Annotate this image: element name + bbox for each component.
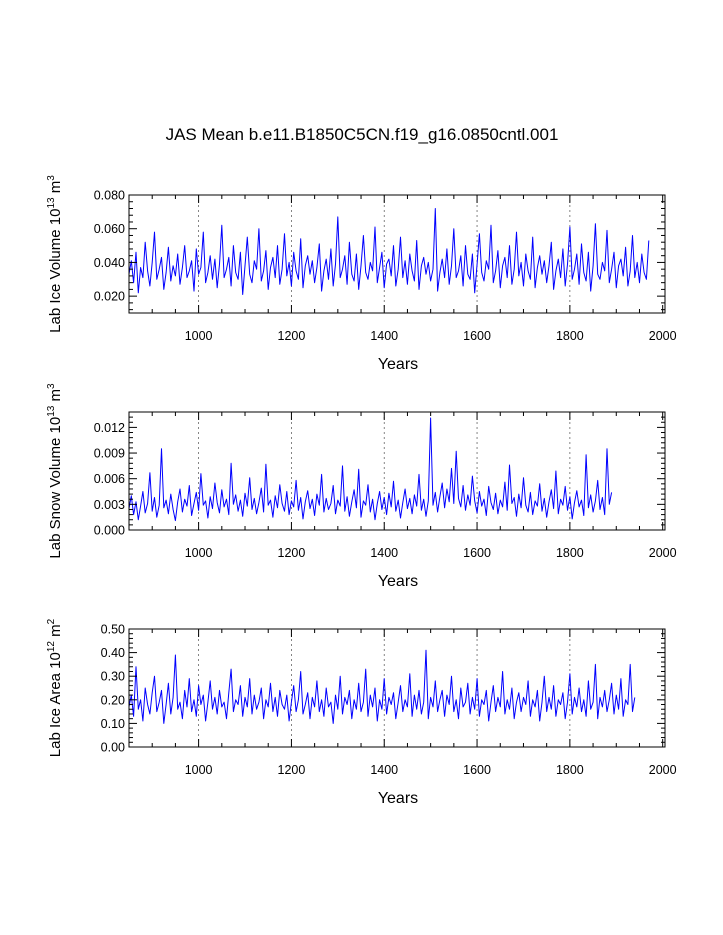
y-tick-label: 0.012 — [94, 421, 125, 435]
x-tick-label: 1800 — [556, 329, 584, 343]
x-axis-label: Years — [378, 790, 418, 807]
y-tick-label: 0.50 — [101, 623, 125, 637]
plot-frame — [128, 411, 666, 531]
x-tick-label: 1400 — [370, 329, 398, 343]
y-axis-label-text: m — [47, 624, 64, 641]
y-axis-label-superscript: 3 — [46, 175, 57, 181]
x-tick-label: 1000 — [185, 329, 213, 343]
x-tick-label: 2000 — [649, 546, 677, 560]
y-axis-label-text: m — [47, 389, 64, 406]
x-axis-label: Years — [378, 573, 418, 590]
y-axis-label-superscript: 3 — [46, 383, 57, 389]
figure-title: JAS Mean b.e11.B1850C5CN.f19_g16.0850cnt… — [166, 125, 559, 144]
y-tick-label: 0.000 — [94, 524, 125, 538]
y-axis-label-superscript: 12 — [46, 641, 57, 653]
x-tick-label: 2000 — [649, 329, 677, 343]
y-tick-label: 0.060 — [94, 222, 125, 236]
x-tick-label: 1800 — [556, 546, 584, 560]
chart-panel-3: 1000 1200 1400 1600 1800 2000 0.00 0.10 0.20 0.30… — [46, 618, 677, 807]
x-tick-label: 1200 — [278, 329, 306, 343]
y-axis-label-superscript: 13 — [46, 197, 57, 209]
series-line-1-1 — [128, 208, 650, 295]
y-tick-label: 0.020 — [94, 290, 125, 304]
panels: 1000 1200 1400 1600 1800 2000 0.020 0.040 0.060 0… — [46, 175, 677, 807]
plot-frame — [128, 628, 666, 748]
y-axis-label-text: Lab Ice Area 10 — [47, 652, 64, 757]
x-tick-label: 1000 — [185, 546, 213, 560]
x-tick-label: 1200 — [278, 763, 306, 777]
y-axis-label-text: Lab Ice Volume 10 — [47, 209, 64, 333]
y-axis-label: Lab Snow Volume 1013 m3 — [46, 383, 64, 559]
y-axis-label-text: m — [47, 181, 64, 198]
y-axis-label-superscript: 2 — [46, 618, 57, 624]
y-tick-label: 0.20 — [101, 693, 125, 707]
x-tick-label: 1400 — [370, 763, 398, 777]
y-tick-label: 0.003 — [94, 498, 125, 512]
y-tick-label: 0.080 — [94, 189, 125, 203]
x-tick-label: 1400 — [370, 546, 398, 560]
y-axis-label-superscript: 13 — [46, 405, 57, 417]
plot-frame — [128, 194, 666, 314]
y-tick-label: 0.30 — [101, 670, 125, 684]
y-tick-label: 0.006 — [94, 472, 125, 486]
y-tick-label: 0.00 — [101, 741, 125, 755]
y-tick-label: 0.040 — [94, 256, 125, 270]
chart-panel-2: 1000 1200 1400 1600 1800 2000 0.000 0.003 0.006 0… — [46, 383, 677, 590]
x-tick-label: 1600 — [463, 763, 491, 777]
y-axis-label: Lab Ice Volume 1013 m3 — [46, 175, 64, 333]
x-tick-label: 1000 — [185, 763, 213, 777]
y-tick-label: 0.40 — [101, 646, 125, 660]
x-axis-label: Years — [378, 356, 418, 373]
x-tick-label: 1200 — [278, 546, 306, 560]
series-line-2-1 — [128, 417, 613, 522]
chart-panel-1: 1000 1200 1400 1600 1800 2000 0.020 0.040 0.060 0… — [46, 175, 677, 373]
x-tick-label: 1600 — [463, 329, 491, 343]
y-axis-label-text: Lab Snow Volume 10 — [47, 417, 64, 559]
x-tick-label: 1800 — [556, 763, 584, 777]
series-line-3-1 — [128, 649, 636, 724]
y-tick-label: 0.10 — [101, 717, 125, 731]
y-tick-label: 0.009 — [94, 447, 125, 461]
x-tick-label: 2000 — [649, 763, 677, 777]
x-tick-label: 1600 — [463, 546, 491, 560]
y-axis-label: Lab Ice Area 1012 m2 — [46, 618, 64, 757]
